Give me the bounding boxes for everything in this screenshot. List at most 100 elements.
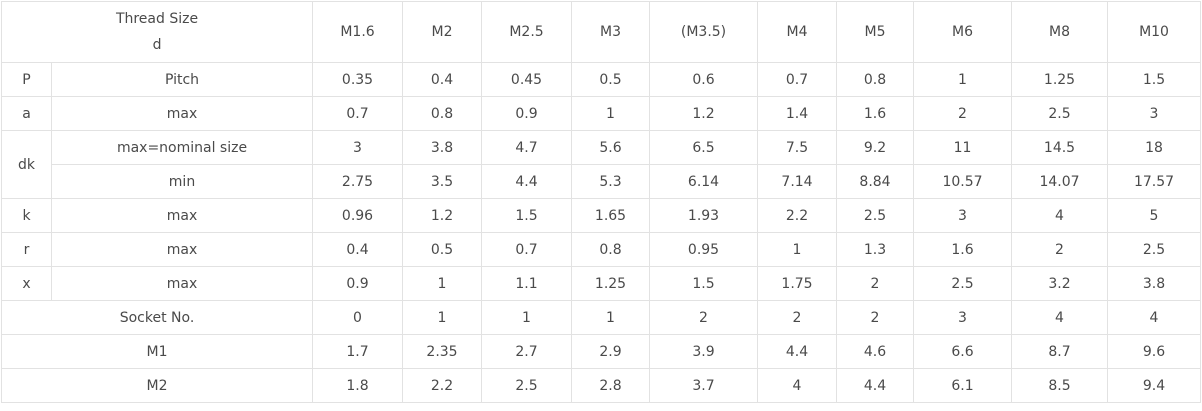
- table-cell: 0.8: [836, 62, 915, 97]
- table-cell: 1: [571, 96, 651, 131]
- table-cell: 3.8: [402, 130, 483, 165]
- table-cell: 3.9: [649, 334, 759, 369]
- table-cell: 2.2: [402, 368, 483, 403]
- row-label: M1: [0, 334, 314, 369]
- row-label: max: [50, 232, 314, 267]
- table-cell: 1.7: [312, 334, 404, 369]
- table-cell: 2.8: [571, 368, 651, 403]
- table-cell: 1.75: [757, 266, 838, 301]
- table-cell: 3.2: [1011, 266, 1109, 301]
- row-symbol: a: [1, 96, 52, 131]
- table-cell: 1: [402, 300, 483, 335]
- table-cell: 18: [1107, 130, 1202, 165]
- table-row: M1 1.7 2.35 2.7 2.9 3.9 4.4 4.6 6.6 8.7 …: [0, 334, 1202, 369]
- table-cell: 1.25: [1011, 62, 1109, 97]
- table-cell: 0.9: [481, 96, 573, 131]
- table-cell: 1: [571, 300, 651, 335]
- table-cell: 1.8: [312, 368, 404, 403]
- table-cell: 0.7: [312, 96, 404, 131]
- table-cell: 3.7: [649, 368, 759, 403]
- table-cell: 2: [836, 266, 915, 301]
- table-cell: 1: [402, 266, 483, 301]
- table-cell: 1.1: [481, 266, 573, 301]
- table-cell: 1.2: [402, 198, 483, 233]
- table-cell: 0.7: [481, 232, 573, 267]
- table-cell: 2.7: [481, 334, 573, 369]
- table-cell: 5: [1107, 198, 1202, 233]
- table-cell: 7.5: [757, 130, 838, 165]
- thread-spec-table: Thread Size d M1.6 M2 M2.5 M3 (M3.5) M4 …: [0, 1, 1202, 403]
- header-row: Thread Size d M1.6 M2 M2.5 M3 (M3.5) M4 …: [0, 1, 1202, 63]
- table-cell: 9.4: [1107, 368, 1202, 403]
- table-cell: 5.6: [571, 130, 651, 165]
- table-cell: 7.14: [757, 164, 838, 199]
- table-cell: 1: [757, 232, 838, 267]
- table-cell: 4: [1011, 300, 1109, 335]
- table-cell: 2: [1011, 232, 1109, 267]
- table-cell: 2: [836, 300, 915, 335]
- table-cell: 2.35: [402, 334, 483, 369]
- table-cell: 2: [757, 300, 838, 335]
- table-cell: 1.25: [571, 266, 651, 301]
- header-subtitle: d: [152, 37, 162, 53]
- table-row: r max 0.4 0.5 0.7 0.8 0.95 1 1.3 1.6 2 2…: [1, 232, 1202, 267]
- table-cell: 0.6: [649, 62, 759, 97]
- table-cell: 2.75: [312, 164, 404, 199]
- size-header: M2: [402, 1, 483, 63]
- size-header: (M3.5): [649, 1, 759, 63]
- size-header: M4: [757, 1, 838, 63]
- row-symbol: P: [1, 62, 52, 97]
- table-cell: 4: [1107, 300, 1202, 335]
- row-symbol: x: [1, 266, 52, 301]
- row-symbol: k: [1, 198, 52, 233]
- table-row: a max 0.7 0.8 0.9 1 1.2 1.4 1.6 2 2.5 3: [1, 96, 1202, 131]
- table-cell: 1.2: [649, 96, 759, 131]
- table-cell: 1.93: [649, 198, 759, 233]
- table-cell: 4: [1011, 198, 1109, 233]
- table-cell: 2.2: [757, 198, 838, 233]
- size-header: M3: [571, 1, 651, 63]
- table-cell: 2.9: [571, 334, 651, 369]
- table-cell: 4.6: [836, 334, 915, 369]
- row-label: max=nominal size: [50, 130, 314, 165]
- table-cell: 3.8: [1107, 266, 1202, 301]
- table-cell: 17.57: [1107, 164, 1202, 199]
- table-cell: 0.4: [312, 232, 404, 267]
- table-cell: 2.5: [1107, 232, 1202, 267]
- table-cell: 0.8: [402, 96, 483, 131]
- size-header: M2.5: [481, 1, 573, 63]
- table-cell: 6.1: [913, 368, 1013, 403]
- size-header: M6: [913, 1, 1013, 63]
- size-header: M10: [1107, 1, 1202, 63]
- table-row: dk max=nominal size 3 3.8 4.7 5.6 6.5 7.…: [1, 130, 1202, 199]
- thread-size-header: Thread Size d: [0, 1, 314, 63]
- size-header: M5: [836, 1, 915, 63]
- table-cell: 6.6: [913, 334, 1013, 369]
- table-cell: 5.3: [571, 164, 651, 199]
- table-cell: 4.4: [757, 334, 838, 369]
- table-cell: 4.4: [836, 368, 915, 403]
- table-cell: 1.6: [913, 232, 1013, 267]
- table-cell: 1: [913, 62, 1013, 97]
- table-cell: 0.9: [312, 266, 404, 301]
- table-cell: 0.96: [312, 198, 404, 233]
- table-cell: 6.14: [649, 164, 759, 199]
- table-cell: 1.6: [836, 96, 915, 131]
- header-title: Thread Size: [115, 11, 199, 27]
- table-cell: 1.5: [481, 198, 573, 233]
- row-label: M2: [0, 368, 314, 403]
- table-cell: 0.95: [649, 232, 759, 267]
- row-label: Socket No.: [0, 300, 314, 335]
- row-symbol: dk: [1, 130, 52, 199]
- table-cell: 4: [757, 368, 838, 403]
- table-cell: 0.45: [481, 62, 573, 97]
- table-row: M2 1.8 2.2 2.5 2.8 3.7 4 4.4 6.1 8.5 9.4: [0, 368, 1202, 403]
- table-cell: 2.5: [481, 368, 573, 403]
- table-cell: 4.7: [481, 130, 573, 165]
- table-cell: 14.07: [1011, 164, 1109, 199]
- table-cell: 8.5: [1011, 368, 1109, 403]
- table-cell: 0.5: [571, 62, 651, 97]
- table-cell: 2: [913, 96, 1013, 131]
- table-cell: 3: [312, 130, 404, 165]
- table-cell: 0.8: [571, 232, 651, 267]
